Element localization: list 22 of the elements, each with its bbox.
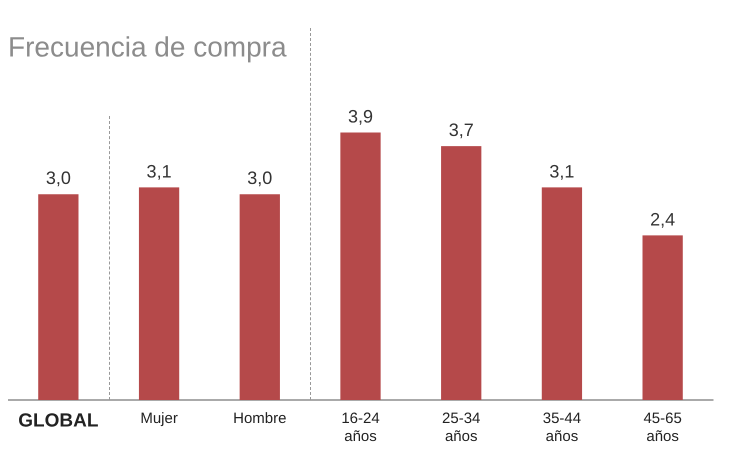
bar (441, 146, 482, 400)
data-label: 3,1 (549, 161, 574, 182)
bar (542, 187, 582, 400)
x-tick-label: 16-24 años (341, 410, 380, 446)
data-label: 3,0 (46, 168, 71, 188)
x-tick-label: 25-34 años (442, 410, 480, 446)
bar (38, 194, 78, 400)
data-label: 3,0 (247, 168, 272, 188)
bar (240, 194, 280, 400)
x-tick-label: GLOBAL (18, 410, 99, 432)
bar (642, 235, 683, 400)
bar (340, 132, 381, 400)
data-label: 3,9 (348, 106, 374, 126)
bar (138, 187, 180, 400)
x-tick-label: 35-44 años (542, 410, 582, 446)
chart-title: Frecuencia de compra (8, 32, 288, 63)
x-tick-label: Mujer (140, 410, 178, 428)
data-label: 3,7 (448, 120, 474, 140)
data-label: 3,1 (146, 161, 172, 182)
x-tick-label: 45-65 años (643, 410, 682, 446)
data-label: 2,4 (650, 209, 676, 230)
x-tick-label: Hombre (233, 410, 286, 428)
